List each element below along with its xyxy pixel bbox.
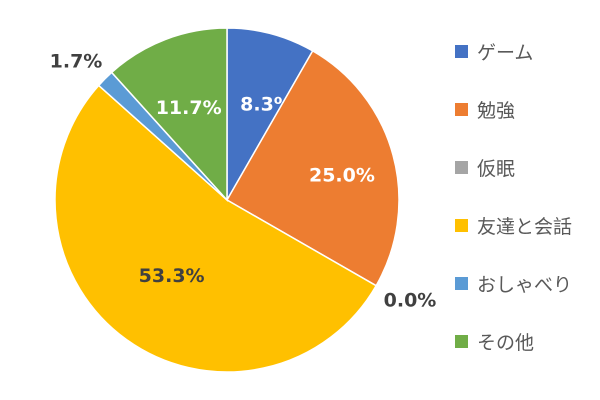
legend-swatch-study [455, 102, 468, 116]
legend-swatch-nap [455, 160, 468, 174]
pie-slice-0 [226, 27, 314, 203]
pie-slice-3 [54, 84, 378, 373]
legend-item-nap: 仮眠 [455, 153, 572, 181]
legend-label-chatting: おしゃべり [477, 273, 573, 296]
data-label-2: 0.0% [384, 290, 437, 312]
data-label-1: 25.0% [309, 165, 375, 187]
data-label-5: 11.7% [156, 97, 222, 119]
legend-swatch-talk-with-friends [455, 218, 468, 232]
legend-swatch-game [455, 44, 468, 58]
legend-item-game: ゲーム [455, 37, 572, 65]
pie-slice-1 [225, 49, 400, 287]
data-label-3: 53.3% [139, 265, 205, 287]
legend-label-nap: 仮眠 [477, 157, 516, 180]
legend-swatch-other [455, 334, 468, 348]
data-label-4: 1.7% [50, 51, 103, 73]
legend-item-study: 勉強 [455, 95, 572, 123]
legend-item-chatting: おしゃべり [455, 269, 572, 297]
legend-label-other: その他 [477, 331, 535, 354]
legend-label-talk-with-friends: 友達と会話 [477, 215, 573, 238]
legend-swatch-chatting [455, 276, 468, 290]
legend-label-game: ゲーム [477, 41, 534, 64]
legend-item-other: その他 [455, 327, 572, 355]
chart-legend: ゲーム 勉強 仮眠 友達と会話 おしゃべり その他 [455, 37, 572, 385]
legend-item-talk-with-friends: 友達と会話 [455, 211, 572, 239]
legend-label-study: 勉強 [477, 99, 516, 122]
pie-slice-5 [110, 27, 228, 202]
